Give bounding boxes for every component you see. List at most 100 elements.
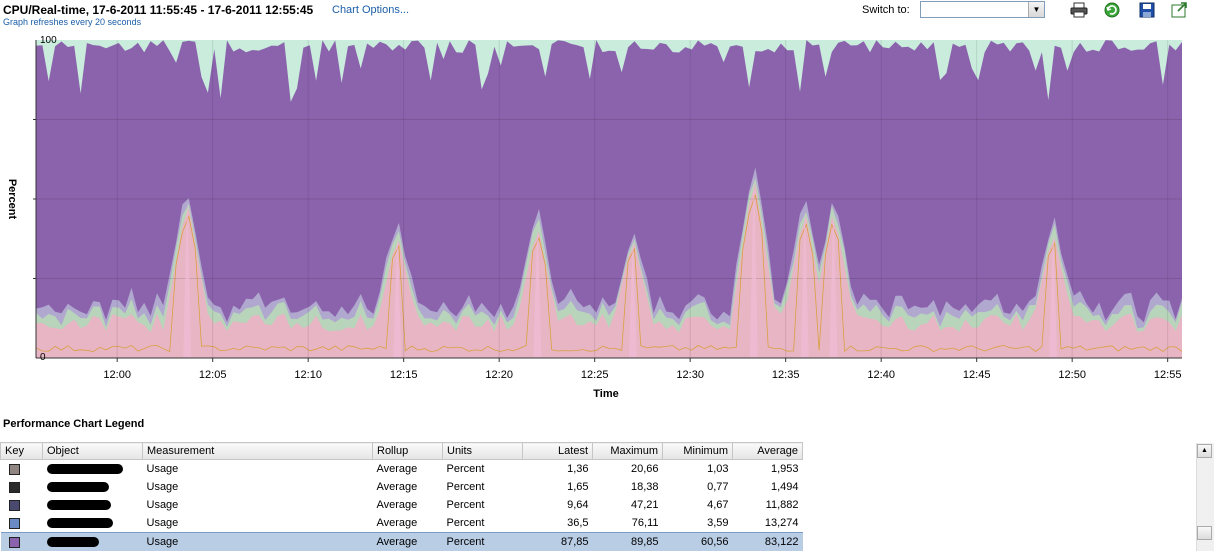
x-tick-label: 12:10 (294, 369, 322, 381)
legend-cell-object (43, 460, 143, 479)
spike-peak (749, 173, 758, 358)
legend-cell-average: 1,494 (770, 481, 799, 493)
redacted-object-name (46, 518, 113, 529)
key-color-swatch (8, 481, 20, 493)
x-tick-label: 12:45 (963, 369, 991, 381)
scroll-thumb[interactable] (1197, 526, 1212, 540)
spike-peak (183, 199, 192, 358)
scroll-up-icon[interactable]: ▲ (1197, 444, 1212, 458)
legend-cell-average: 83,122 (732, 532, 803, 551)
chevron-down-icon[interactable]: ▼ (1028, 2, 1044, 17)
column-header-measurement[interactable]: Measurement (142, 442, 373, 460)
spike-peak (393, 233, 402, 358)
y-tick-label-min: 0 (40, 352, 46, 363)
legend-cell-minimum: 60,56 (662, 532, 733, 551)
y-tick-label-max: 100 (40, 35, 57, 46)
legend-row[interactable]: Usage Average Percent 9,64 47,21 4,67 11,882 (1, 496, 803, 514)
legend-cell-measurement: Usage (146, 499, 179, 511)
legend-cell-measurement: Usage (146, 463, 179, 475)
legend-cell-minimum: 1,03 (707, 463, 729, 475)
legend-cell-maximum: 20,66 (630, 463, 659, 475)
legend-cell-average: 11,882 (765, 499, 799, 511)
chart-gridlines (33, 40, 1182, 358)
usage-line-orange (35, 194, 1183, 353)
legend-cell-key (1, 478, 43, 496)
legend-cell-units: Percent (446, 499, 485, 511)
redacted-object-name (46, 482, 109, 493)
redacted-object-name (46, 500, 111, 511)
refresh-icon[interactable] (1103, 2, 1121, 18)
legend-cell-rollup: Average (376, 463, 418, 475)
usage-area-top (36, 40, 1182, 358)
column-header-minimum[interactable]: Minimum (662, 442, 733, 460)
legend-cell-measurement: Usage (146, 517, 179, 529)
legend-cell-average: 1,953 (770, 463, 799, 475)
key-color-swatch (8, 517, 20, 529)
legend-cell-measurement: Usage (146, 481, 179, 493)
legend-cell-rollup: Average (376, 517, 418, 529)
key-color-swatch (8, 463, 20, 475)
legend-cell-object (42, 532, 143, 551)
legend-cell-latest: 9,64 (567, 499, 589, 511)
legend-cell-key (1, 514, 43, 533)
legend-table: Key Object Measurement Rollup Units Late… (0, 442, 1218, 551)
legend-cell-object (43, 496, 143, 514)
usage-area-bottom (36, 183, 1182, 358)
x-tick-label: 12:50 (1058, 369, 1086, 381)
x-tick-label: 12:00 (103, 369, 131, 381)
legend-row[interactable]: Usage Average Percent 1,36 20,66 1,03 1,953 (1, 460, 803, 479)
legend-cell-units: Percent (446, 481, 485, 493)
legend-scrollbar[interactable] (1196, 443, 1214, 551)
printer-icon[interactable] (1070, 2, 1088, 18)
chart-area-layers (35, 40, 1183, 358)
legend-row[interactable]: Usage Average Percent 1,65 18,38 0,77 1,494 (1, 478, 803, 496)
spike-peak (628, 237, 637, 358)
legend-cell-maximum: 18,38 (630, 481, 659, 493)
column-header-latest[interactable]: Latest (522, 442, 593, 460)
legend-row[interactable]: Usage Average Percent 36,5 76,11 3,59 13,274 (1, 514, 803, 533)
legend-cell-units: Percent (446, 517, 485, 529)
chart-spike-markers (183, 173, 1058, 358)
legend-cell-maximum: 89,85 (592, 532, 663, 551)
chart-options-link[interactable]: Chart Options... (332, 4, 410, 16)
legend-cell-key (1, 496, 43, 514)
legend-cell-average: 13,274 (764, 517, 799, 529)
legend-cell-key (1, 460, 43, 479)
legend-cell-units: Percent (446, 463, 485, 475)
x-tick-label: 12:20 (485, 369, 513, 381)
spike-peak (533, 224, 542, 358)
x-tick-label: 12:35 (772, 369, 800, 381)
legend-cell-latest: 36,5 (567, 517, 589, 529)
spike-peak (829, 208, 838, 358)
chart-title: CPU/Real-time, 17-6-2011 11:55:45 - 17-6… (3, 3, 314, 17)
column-header-rollup[interactable]: Rollup (372, 442, 443, 460)
legend-cell-units: Percent (442, 532, 523, 551)
column-header-average[interactable]: Average (732, 442, 803, 460)
legend-cell-latest: 1,36 (567, 463, 589, 475)
x-tick-label: 12:55 (1154, 369, 1182, 381)
export-icon[interactable] (1171, 2, 1189, 18)
spike-peak (1049, 230, 1058, 358)
x-tick-label: 12:30 (676, 369, 704, 381)
legend-header-row: Key Object Measurement Rollup Units Late… (0, 442, 803, 460)
legend-cell-object (43, 478, 143, 496)
legend-cell-latest: 1,65 (567, 481, 589, 493)
legend-cell-key (0, 532, 43, 551)
legend-cell-minimum: 4,67 (707, 499, 729, 511)
save-icon[interactable] (1138, 2, 1156, 18)
x-axis-label: Time (593, 388, 618, 400)
legend-cell-latest: 87,85 (522, 532, 593, 551)
column-header-units[interactable]: Units (442, 442, 523, 460)
x-tick-label: 12:15 (390, 369, 418, 381)
column-header-maximum[interactable]: Maximum (592, 442, 663, 460)
switch-to-dropdown[interactable]: ▼ (920, 1, 1045, 18)
redacted-object-name (46, 464, 123, 475)
chart-header: CPU/Real-time, 17-6-2011 11:55:45 - 17-6… (0, 0, 1218, 30)
performance-chart: 100 0 12:00 12:05 12:10 12:15 12:20 12:25 12:3… (6, 35, 1183, 400)
x-tick-label: 12:40 (867, 369, 895, 381)
column-header-key[interactable]: Key (0, 442, 43, 460)
legend-row[interactable]: Usage Average Percent 87,85 89,85 60,56 83,122 (0, 532, 803, 551)
legend-cell-maximum: 76,11 (631, 517, 659, 529)
column-header-object[interactable]: Object (42, 442, 143, 460)
x-tick-label: 12:25 (581, 369, 609, 381)
